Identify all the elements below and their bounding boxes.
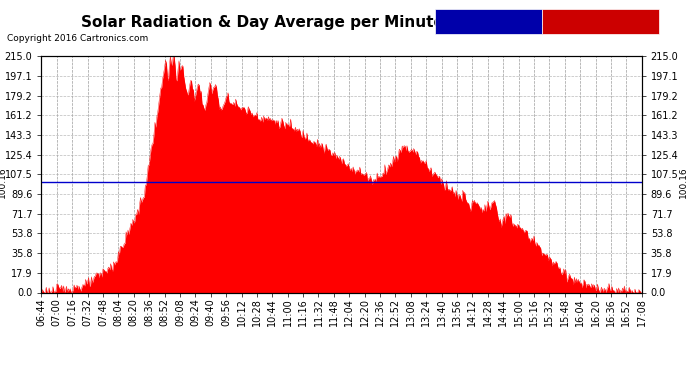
Text: Solar Radiation & Day Average per Minute  Wed Feb 24 17:19: Solar Radiation & Day Average per Minute… (81, 15, 609, 30)
Text: 100.16: 100.16 (0, 166, 7, 198)
Text: Copyright 2016 Cartronics.com: Copyright 2016 Cartronics.com (7, 34, 148, 43)
Text: Radiation (w/m2): Radiation (w/m2) (562, 17, 639, 26)
Text: 100.16: 100.16 (679, 166, 688, 198)
Text: Median (w/m2): Median (w/m2) (454, 17, 522, 26)
